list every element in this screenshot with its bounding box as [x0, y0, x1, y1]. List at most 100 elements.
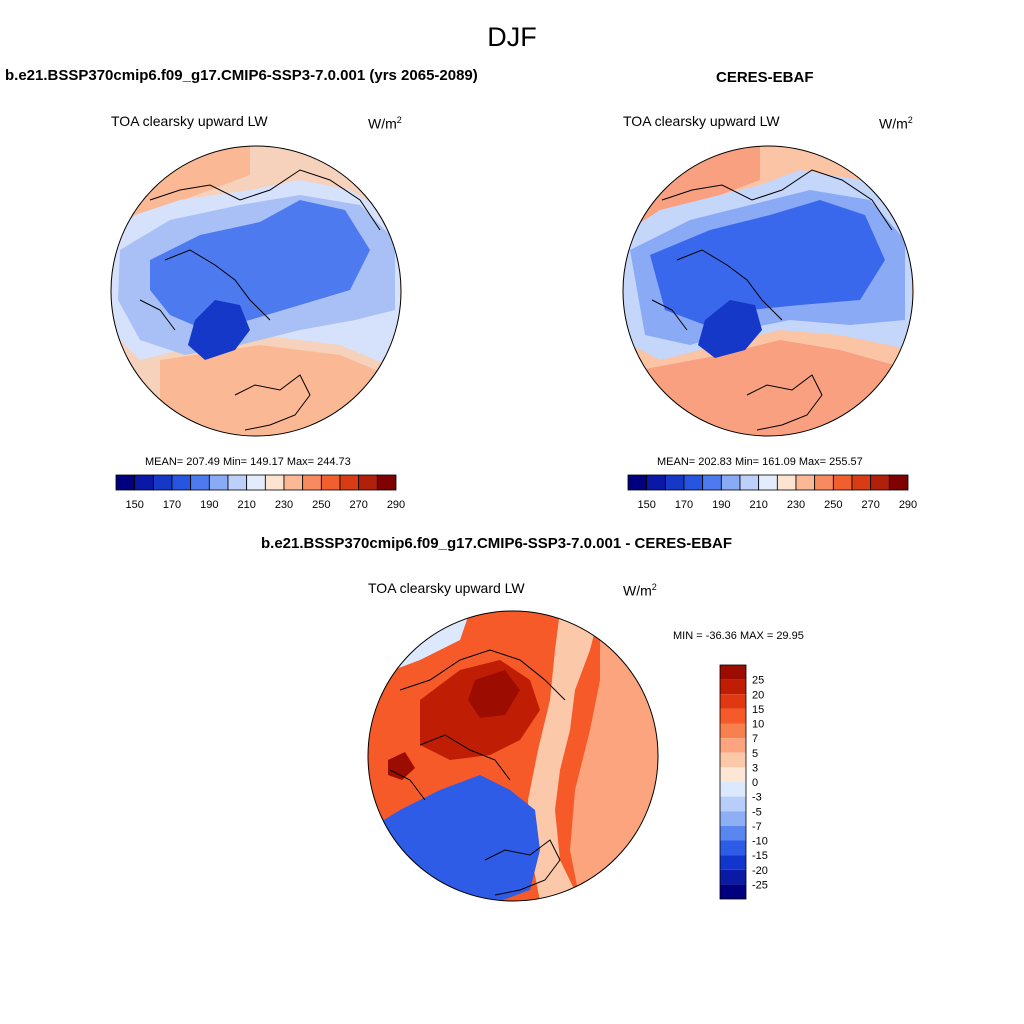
diff-colorbar-box-1 [720, 679, 746, 695]
diff-colorbar-label-0: 25 [752, 675, 764, 687]
diff-colorbar-frame [719, 664, 747, 900]
model-colorbar-label-0: 150 [125, 499, 143, 511]
diff-colorbar-label-12: -15 [752, 850, 768, 862]
obs-colorbar-label-7: 290 [899, 499, 917, 511]
obs-colorbar-label-5: 250 [824, 499, 842, 511]
diff-colorbar-box-15 [720, 884, 746, 899]
obs-colorbar-box-12 [851, 474, 872, 491]
model-colorbar: 150 170 190 210 230 250 270 290 [115, 474, 405, 511]
diff-colorbar-box-9 [720, 796, 746, 812]
diff-colorbar-box-5 [720, 738, 746, 753]
figure-title: DJF [487, 22, 537, 52]
obs-colorbar-box-0 [627, 474, 648, 491]
diff-variable-label: TOA clearsky upward LW [368, 580, 525, 596]
diff-colorbar-label-13: -20 [752, 865, 768, 877]
obs-colorbar-box-3 [683, 474, 704, 491]
diff-colorbar-box-7 [720, 767, 746, 782]
model-colorbar-box-6 [227, 474, 248, 491]
model-colorbar-box-8 [264, 474, 285, 491]
model-colorbar-box-7 [246, 474, 266, 491]
diff-colorbar-label-3: 10 [752, 719, 764, 731]
diff-colorbar-label-10: -7 [752, 821, 762, 833]
obs-deep-blue-greenland [698, 300, 762, 358]
diff-units-label: W/m2 [623, 582, 657, 599]
model-units-label: W/m2 [368, 115, 402, 132]
obs-colorbar-box-8 [776, 474, 797, 491]
model-colorbar-label-1: 170 [163, 499, 181, 511]
model-panel-title: b.e21.BSSP370cmip6.f09_g17.CMIP6-SSP3-7.… [5, 67, 478, 84]
model-stats: MEAN= 207.49 Min= 149.17 Max= 244.73 [145, 456, 351, 468]
diff-coastline-europe [484, 839, 561, 896]
model-colorbar-box-3 [171, 474, 192, 491]
diff-colorbar-label-9: -5 [752, 806, 762, 818]
diff-colorbar-box-0 [720, 665, 746, 680]
model-colorbar-box-10 [302, 474, 322, 491]
obs-stats: MEAN= 202.83 Min= 161.09 Max= 255.57 [657, 456, 863, 468]
obs-colorbar-box-14 [888, 474, 909, 491]
obs-colorbar-label-0: 150 [637, 499, 655, 511]
model-map-border [110, 145, 402, 437]
model-colorbar-box-0 [115, 474, 136, 491]
diff-colorbar-box-8 [720, 782, 746, 797]
diff-colorbar-box-11 [720, 825, 746, 841]
obs-units-label: W/m2 [879, 115, 913, 132]
model-colorbar-box-12 [339, 474, 360, 491]
diff-colorbar: 25 20 15 10 7 5 3 0 -3 -5 -7 -10 -15 -20 -25 [719, 664, 768, 900]
obs-colorbar-box-6 [739, 474, 760, 491]
diff-colorbar-label-2: 15 [752, 704, 764, 716]
obs-colorbar-box-5 [720, 474, 741, 491]
obs-map-border [622, 145, 914, 437]
diff-pale-streak [528, 611, 600, 901]
model-colorbar-label-4: 230 [275, 499, 293, 511]
diff-colorbar-label-14: -25 [752, 879, 768, 891]
model-blue-region [150, 200, 370, 330]
model-colorbar-box-1 [134, 474, 154, 491]
obs-coastline-north [661, 169, 893, 231]
model-colorbar-label-2: 190 [200, 499, 218, 511]
obs-colorbar-label-1: 170 [675, 499, 693, 511]
model-variable-label: TOA clearsky upward LW [111, 113, 268, 129]
obs-blue-region [650, 200, 885, 325]
diff-colorbar-label-8: -3 [752, 792, 762, 804]
model-colorbar-label-3: 210 [237, 499, 255, 511]
obs-colorbar-box-7 [758, 474, 778, 491]
model-polar-map [111, 146, 401, 436]
diff-colorbar-label-4: 7 [752, 733, 758, 745]
model-deep-blue-greenland [188, 300, 250, 360]
model-colorbar-box-9 [283, 474, 304, 491]
diff-darkest-spot-left [388, 752, 415, 780]
obs-polar-map [623, 146, 913, 436]
model-colorbar-box-2 [152, 474, 173, 491]
model-colorbar-box-5 [208, 474, 229, 491]
model-colorbar-label-5: 250 [312, 499, 330, 511]
model-colorbar-box-14 [376, 474, 397, 491]
obs-colorbar-box-1 [646, 474, 666, 491]
obs-coastline-arctic [651, 249, 783, 331]
obs-colorbar-box-2 [664, 474, 685, 491]
obs-colorbar-box-13 [870, 474, 890, 491]
model-coastline-europe [234, 374, 311, 431]
diff-map-border [367, 610, 659, 902]
obs-colorbar: 150 170 190 210 230 250 270 290 [627, 474, 917, 511]
diff-colorbar-box-2 [720, 694, 746, 709]
diff-colorbar-label-6: 3 [752, 762, 758, 774]
obs-colorbar-box-4 [702, 474, 722, 491]
diff-panel-title: b.e21.BSSP370cmip6.f09_g17.CMIP6-SSP3-7.… [261, 535, 733, 552]
model-coastline-north [149, 169, 381, 231]
obs-colorbar-label-6: 270 [861, 499, 879, 511]
diff-coastline-north [399, 649, 566, 701]
obs-variable-label: TOA clearsky upward LW [623, 113, 780, 129]
diff-colorbar-box-14 [720, 869, 746, 885]
obs-colorbar-label-3: 210 [749, 499, 767, 511]
diff-colorbar-label-7: 0 [752, 777, 758, 789]
model-colorbar-box-13 [358, 474, 378, 491]
model-coastline-arctic [139, 249, 271, 331]
obs-colorbar-label-2: 190 [712, 499, 730, 511]
obs-coastline-europe [746, 374, 823, 431]
model-colorbar-label-6: 270 [349, 499, 367, 511]
model-colorbar-box-11 [320, 474, 341, 491]
model-colorbar-box-4 [190, 474, 210, 491]
diff-darkest-region [468, 670, 520, 718]
obs-colorbar-box-10 [814, 474, 834, 491]
